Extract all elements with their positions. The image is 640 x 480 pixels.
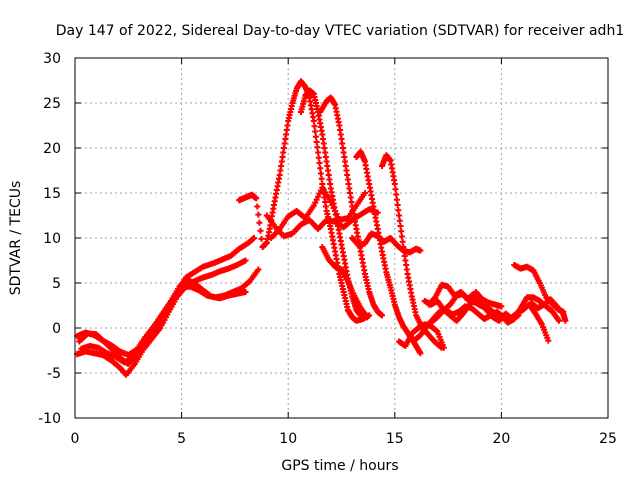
data-point <box>555 317 562 324</box>
data-point <box>393 191 400 198</box>
series-track-c <box>78 266 262 366</box>
data-point <box>392 186 399 193</box>
data-point <box>398 228 405 235</box>
plot-frame <box>74 57 609 419</box>
chart-title: Day 147 of 2022, Sidereal Day-to-day VTE… <box>56 23 624 39</box>
data-point <box>364 314 371 321</box>
y-axis-label: SDTVAR / TECUs <box>8 181 24 296</box>
series-mid-high <box>349 230 424 256</box>
y-tick-label: 5 <box>52 276 61 292</box>
data-point <box>258 235 265 242</box>
y-tick-label: 25 <box>43 96 61 112</box>
series-isolated <box>236 191 275 250</box>
data-point <box>312 133 319 140</box>
data-point <box>361 190 368 196</box>
data-point <box>254 203 261 210</box>
y-tick-label: 0 <box>52 321 61 337</box>
series-arc-4 <box>353 148 424 357</box>
series-track-d <box>74 276 249 358</box>
data-point <box>440 344 447 351</box>
series-late-d <box>421 289 505 324</box>
y-tick-labels: -10 -5 0 5 10 15 20 25 30 <box>38 51 61 427</box>
data-point <box>253 195 260 202</box>
y-tick-label: 10 <box>43 231 61 247</box>
x-tick-label: 0 <box>71 431 80 447</box>
data-point <box>314 144 321 151</box>
data-point <box>316 160 323 166</box>
data-point <box>242 257 249 264</box>
x-tick-label: 25 <box>599 431 617 447</box>
data-point <box>313 139 320 145</box>
x-axis-label: GPS time / hours <box>281 458 398 474</box>
data-point <box>311 123 318 130</box>
data-point <box>397 223 404 229</box>
y-tick-label: 20 <box>43 141 61 157</box>
data-points <box>74 78 569 378</box>
series-late-e <box>396 321 447 351</box>
data-point <box>317 165 324 172</box>
data-point <box>417 350 424 357</box>
x-tick-label: 5 <box>177 431 186 447</box>
data-point <box>545 337 552 344</box>
data-point <box>256 219 263 226</box>
y-tick-label: -5 <box>47 366 61 382</box>
data-point <box>251 235 258 241</box>
data-point <box>317 170 324 177</box>
data-point <box>315 149 322 156</box>
data-point <box>268 218 275 225</box>
x-tick-label: 15 <box>386 431 404 447</box>
data-point <box>379 312 386 319</box>
data-point <box>515 312 522 319</box>
data-point <box>318 175 325 182</box>
data-point <box>394 202 401 208</box>
data-point <box>417 247 424 254</box>
data-point <box>312 128 319 135</box>
data-point <box>396 212 403 219</box>
data-point <box>391 181 398 187</box>
data-point <box>255 211 262 218</box>
series-track-a <box>76 235 258 367</box>
x-tick-labels: 0 5 10 15 20 25 <box>71 431 617 447</box>
series-drop-line <box>319 244 371 321</box>
data-point <box>395 207 402 214</box>
x-tick-label: 10 <box>279 431 297 447</box>
data-point <box>498 303 505 310</box>
series-right-end-2 <box>528 296 569 324</box>
data-point <box>257 227 264 234</box>
data-point <box>310 118 317 124</box>
y-tick-label: 15 <box>43 186 61 202</box>
y-tick-label: 30 <box>43 51 61 67</box>
series-mid-wave-2 <box>263 206 381 240</box>
data-point <box>396 217 403 224</box>
data-point <box>242 289 249 295</box>
x-tick-label: 20 <box>492 431 510 447</box>
data-point <box>374 209 381 216</box>
data-point <box>562 317 569 324</box>
data-point <box>255 266 262 273</box>
y-tick-label: -10 <box>38 411 61 427</box>
data-point <box>393 196 400 203</box>
data-point <box>398 233 405 240</box>
data-point <box>399 238 406 245</box>
data-point <box>315 154 322 161</box>
